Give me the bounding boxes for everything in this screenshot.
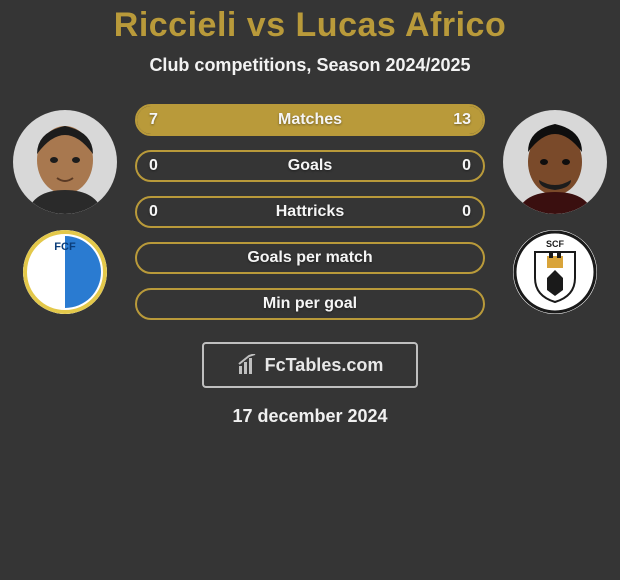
stat-label: Goals [288, 157, 332, 175]
page-subtitle: Club competitions, Season 2024/2025 [0, 55, 620, 76]
stat-value-left: 0 [149, 157, 158, 175]
page-title: Riccieli vs Lucas Africo [0, 6, 620, 45]
player-right-avatar [503, 110, 607, 214]
stat-value-right: 0 [462, 203, 471, 221]
stat-value-left: 7 [149, 111, 158, 129]
stat-label: Min per goal [263, 295, 357, 313]
stat-row: 0 0 Goals [135, 150, 485, 182]
comparison-panel: FCF 7 13 Matches 0 0 Goals 0 0 Hattricks Goals pe… [0, 104, 620, 320]
stat-row: 7 13 Matches [135, 104, 485, 136]
svg-text:SCF: SCF [546, 239, 565, 249]
svg-text:FCF: FCF [54, 241, 76, 253]
player-left-column: FCF [13, 104, 117, 314]
stat-label: Matches [278, 111, 342, 129]
stat-row: Min per goal [135, 288, 485, 320]
stats-list: 7 13 Matches 0 0 Goals 0 0 Hattricks Goals per ma… [135, 104, 485, 320]
player-left-avatar [13, 110, 117, 214]
generated-date: 17 december 2024 [0, 406, 620, 427]
stat-value-right: 0 [462, 157, 471, 175]
stat-value-left: 0 [149, 203, 158, 221]
chart-icon [237, 354, 259, 376]
stat-label: Goals per match [247, 249, 372, 267]
stat-value-right: 13 [453, 111, 471, 129]
club-right-logo: SCF [513, 230, 597, 314]
stat-row: Goals per match [135, 242, 485, 274]
player-right-column: SCF [503, 104, 607, 314]
watermark-badge: FcTables.com [202, 342, 418, 388]
club-left-logo: FCF [23, 230, 107, 314]
watermark-text: FcTables.com [265, 355, 384, 376]
stat-row: 0 0 Hattricks [135, 196, 485, 228]
stat-label: Hattricks [276, 203, 344, 221]
